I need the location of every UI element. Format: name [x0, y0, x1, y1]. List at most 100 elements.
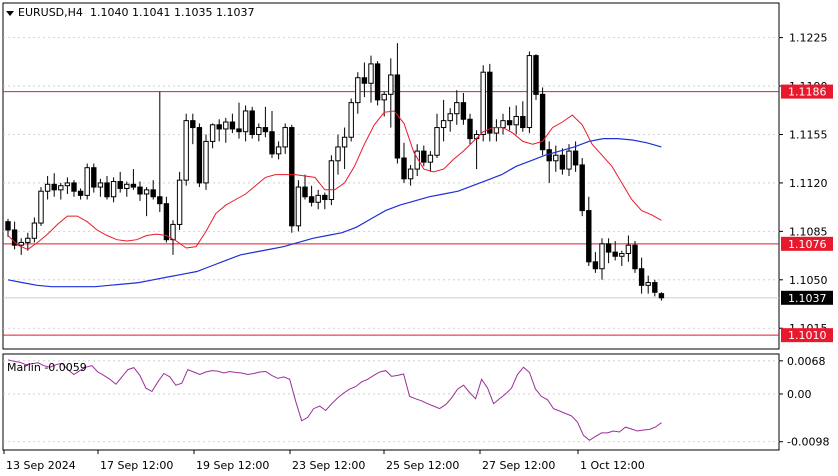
candle-body [104, 182, 110, 198]
candle-body [196, 127, 203, 184]
candle-body [124, 183, 130, 189]
level-label: 1.1186 [788, 86, 827, 99]
candle-body [18, 241, 24, 246]
candle-body [110, 181, 117, 198]
ohlc-readout: 1.1040 1.1041 1.1035 1.1037 [90, 6, 254, 19]
marlin-panel [2, 353, 780, 451]
candle-body [249, 110, 255, 135]
candle-body [645, 282, 651, 286]
candle-body [150, 189, 156, 198]
candle-body [190, 120, 196, 129]
candle-body [51, 183, 57, 191]
candle-body [381, 93, 387, 101]
candle-body [506, 120, 513, 126]
x-tick-label: 1 Oct 12:00 [580, 459, 645, 472]
candle-body [638, 268, 645, 286]
x-tick-label: 19 Sep 12:00 [196, 459, 269, 472]
candle-body [434, 127, 440, 156]
candle-body [533, 55, 539, 95]
x-tick-label: 17 Sep 12:00 [100, 459, 173, 472]
candle-body [289, 127, 295, 227]
symbol-timeframe: EURUSD,H4 [18, 6, 83, 19]
candle-body [209, 124, 216, 142]
candle-body [355, 77, 361, 104]
candle-body [315, 194, 321, 203]
candle-body [348, 102, 354, 138]
candle-body [526, 55, 533, 129]
level-label-bg [781, 328, 833, 343]
candle-body [632, 244, 638, 270]
level-label-bg [781, 236, 833, 251]
level-label-bg [781, 84, 833, 99]
y-tick-label: 1.1085 [789, 225, 828, 238]
candle-body [203, 140, 209, 184]
collapse-arrow-icon[interactable] [6, 11, 14, 16]
candle-body [388, 74, 394, 95]
candle-body [520, 115, 526, 129]
y-tick-label: 1.1155 [789, 128, 828, 141]
candle-body [487, 71, 493, 134]
candle-body [612, 251, 618, 257]
candle-body [269, 131, 275, 155]
candle-body [500, 120, 506, 129]
candle-body [308, 196, 315, 203]
y-tick-label: 1.1225 [789, 32, 828, 45]
time-axis: 13 Sep 2024 17 Sep 12:00 19 Sep 12:00 23 Se… [3, 450, 645, 472]
candle-body [91, 167, 97, 188]
candle-body [513, 115, 519, 126]
candle-body [64, 182, 71, 187]
candle-body [11, 229, 18, 246]
candle-body [374, 63, 381, 101]
ma-slow-line [7, 138, 662, 288]
candle-body [447, 113, 453, 122]
candle-body [401, 157, 407, 180]
candle-body [282, 127, 288, 148]
current-price-label-bg [781, 290, 833, 305]
candle-body [31, 222, 38, 239]
candle-body [546, 149, 552, 162]
x-tick-label: 13 Sep 2024 [6, 459, 76, 472]
candle-body [97, 182, 104, 188]
current-price-label: 1.1037 [788, 292, 827, 305]
candle-body [460, 102, 467, 120]
x-tick-label: 23 Sep 12:00 [292, 459, 365, 472]
candle-body [341, 136, 348, 148]
candle-body [143, 189, 150, 195]
candle-body [361, 77, 368, 84]
candle-body [467, 118, 473, 140]
candle-body [163, 203, 170, 241]
candle-body [170, 223, 176, 241]
candle-body [229, 121, 236, 130]
ma-fast-line [7, 110, 662, 250]
candle-body [157, 196, 163, 205]
candle-body [493, 127, 500, 134]
candle-body [440, 120, 447, 129]
candle-body [335, 146, 341, 162]
marlin-grid [3, 360, 779, 443]
candle-body [275, 146, 282, 155]
marlin-label: Marlin -0.0059 [7, 361, 87, 374]
candle-body [579, 164, 585, 212]
candle-body [137, 186, 143, 195]
candle-body [619, 253, 625, 257]
candles [5, 43, 665, 301]
candle-body [421, 150, 427, 163]
candle-body [117, 181, 123, 189]
candle-body [454, 102, 460, 115]
marlin-tick-label: -0.0098 [787, 436, 829, 449]
y-tick-label: 1.1050 [789, 274, 828, 287]
candle-body [295, 186, 302, 227]
price-axis: 1.12251.11901.11551.11201.10851.10501.10… [779, 32, 828, 335]
price-grid [3, 37, 779, 329]
candle-body [566, 150, 572, 170]
candle-body [176, 179, 183, 225]
candle-body [71, 182, 77, 192]
candle-body [539, 93, 546, 151]
candle-body [58, 185, 64, 191]
candle-body [559, 154, 566, 170]
candle-body [592, 261, 599, 270]
level-labels: 1.1186 1.1076 1.1010 1.1037 [781, 84, 833, 343]
candle-body [394, 74, 401, 159]
level-label: 1.1076 [788, 238, 827, 251]
candle-body [223, 121, 229, 130]
